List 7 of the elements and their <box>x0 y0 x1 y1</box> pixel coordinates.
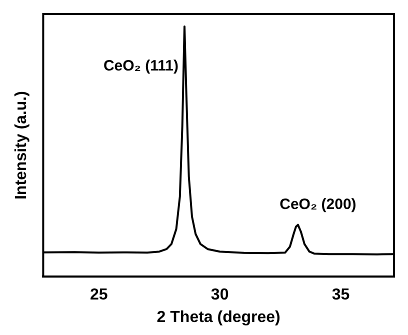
annotation: CeO₂ (200) <box>280 196 356 213</box>
x-tick-label: 30 <box>210 286 229 304</box>
y-axis-title: Intensity (a.u.) <box>13 91 30 200</box>
x-tick-label: 35 <box>332 286 350 304</box>
x-axis-title: 2 Theta (degree) <box>156 308 280 326</box>
x-tick-label: 25 <box>90 286 108 304</box>
annotation: CeO₂ (111) <box>103 58 178 75</box>
